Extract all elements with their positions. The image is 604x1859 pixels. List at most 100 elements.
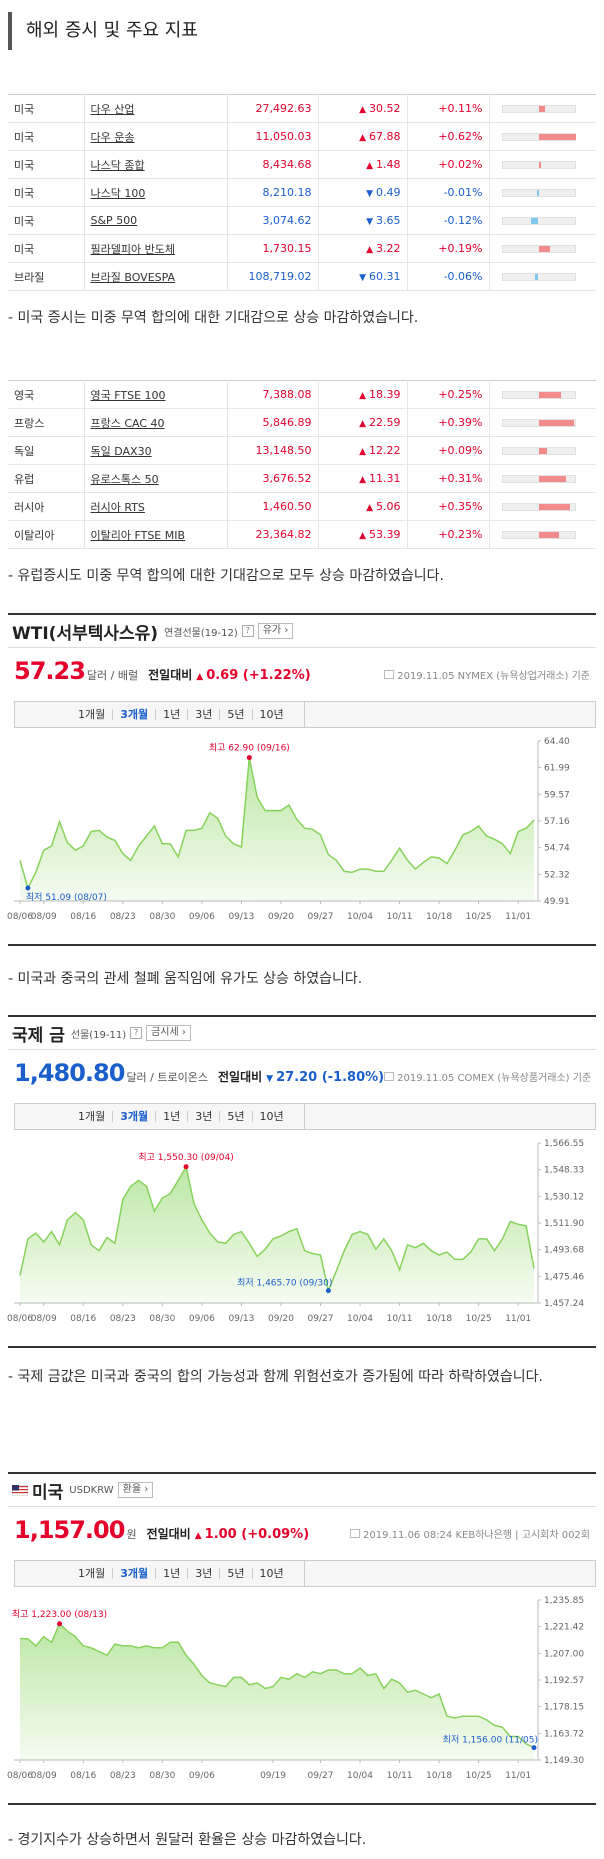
change: 1.48: [366, 158, 400, 171]
country: 독일: [8, 436, 84, 465]
tab[interactable]: 5년: [219, 1111, 251, 1122]
bar-cell: [488, 262, 596, 291]
change-cell: 5.06: [317, 492, 407, 521]
price: 7,388.08: [226, 380, 318, 409]
country: 미국: [8, 178, 84, 207]
source: 2019.11.05 COMEX (뉴욕상품거래소) 기준: [384, 1069, 591, 1084]
link-button[interactable]: 환율: [117, 1482, 154, 1498]
chart-title: WTI(서부텍사스유): [12, 623, 159, 644]
change: 30.52: [359, 102, 400, 115]
percent: +0.23%: [406, 520, 489, 549]
index-name[interactable]: 브라질 BOVESPA: [90, 270, 176, 284]
index-name[interactable]: 유로스톡스 50: [90, 472, 159, 486]
x-tick-label: 10/04: [347, 912, 373, 922]
change-cell: 11.31: [317, 464, 407, 493]
help-icon[interactable]: [241, 625, 254, 637]
link-button[interactable]: 금시세: [146, 1025, 191, 1041]
price: 11,050.03: [226, 122, 318, 151]
compare-label: 전일대비: [217, 1070, 263, 1084]
index-name-cell: 다우 운송: [83, 122, 227, 151]
change-cell: 60.31: [317, 262, 407, 291]
index-name[interactable]: 나스닥 종합: [90, 158, 145, 172]
tab[interactable]: 3년: [187, 1568, 219, 1579]
y-tick-label: 1,475.46: [544, 1272, 584, 1282]
bar-cell: [488, 520, 596, 549]
x-tick-label: 08/06: [7, 1771, 33, 1781]
y-tick-label: 1,163.72: [544, 1729, 584, 1739]
percent: -0.01%: [406, 178, 489, 207]
change: 60.31: [359, 270, 400, 283]
chart-title: 국제 금: [12, 1025, 65, 1046]
max-marker: [183, 1164, 189, 1170]
tab[interactable]: 10년: [251, 709, 291, 720]
tab[interactable]: 5년: [219, 1568, 251, 1579]
compare-label: 전일대비: [146, 1527, 191, 1541]
bar-track: [501, 474, 576, 483]
tab[interactable]: 10년: [251, 1111, 291, 1122]
index-name[interactable]: 나스닥 100: [90, 186, 146, 200]
index-name[interactable]: 프랑스 CAC 40: [90, 416, 165, 430]
tab[interactable]: 1개월: [78, 1567, 106, 1580]
country: 브라질: [8, 262, 84, 291]
link-button[interactable]: 유가: [257, 623, 294, 639]
row: 영국 영국 FTSE 100 7,388.08 18.39 +0.25%: [8, 380, 596, 409]
divider: [8, 1049, 596, 1050]
change: 53.39: [359, 528, 400, 541]
index-name[interactable]: 다우 산업: [90, 102, 135, 116]
x-tick-label: 09/20: [268, 912, 294, 922]
tab[interactable]: 3개월: [112, 1111, 155, 1122]
bar: [538, 105, 546, 112]
tab[interactable]: 1년: [155, 709, 187, 720]
period-tabs: 1개월 3개월 1년 3년 5년 10년: [14, 1103, 596, 1130]
x-tick-label: 10/25: [466, 912, 492, 922]
tab[interactable]: 3년: [187, 709, 219, 720]
price: 1,730.15: [226, 234, 318, 263]
change-cell: 0.49: [317, 178, 407, 207]
y-tick-label: 1,493.68: [544, 1246, 584, 1256]
index-name-cell: 이탈리아 FTSE MIB: [83, 520, 227, 549]
index-name[interactable]: 이탈리아 FTSE MIB: [90, 528, 186, 542]
index-name[interactable]: 영국 FTSE 100: [90, 388, 166, 402]
x-tick-label: 11/01: [505, 1314, 531, 1324]
page-title: 해외 증시 및 주요 지표: [8, 12, 596, 50]
bar: [538, 475, 567, 482]
x-tick-label: 09/19: [260, 1771, 286, 1781]
x-tick-label: 08/09: [31, 1771, 57, 1781]
index-name[interactable]: 필라델피아 반도체: [90, 242, 175, 256]
price: 8,434.68: [226, 150, 318, 179]
tab[interactable]: 3개월: [112, 1568, 155, 1579]
x-tick-label: 10/18: [426, 1314, 452, 1324]
tab[interactable]: 1년: [155, 1111, 187, 1122]
row: 미국 다우 운송 11,050.03 67.88 +0.62%: [8, 122, 596, 151]
max-marker: [246, 755, 252, 761]
tab[interactable]: 10년: [251, 1568, 291, 1579]
help-icon[interactable]: [130, 1027, 143, 1039]
price: 108,719.02: [226, 262, 318, 291]
tab[interactable]: 3년: [187, 1111, 219, 1122]
y-tick-label: 52.32: [544, 870, 570, 880]
tab[interactable]: 3개월: [112, 709, 155, 720]
top-border: [8, 1015, 596, 1017]
change-cell: 3.22: [317, 234, 407, 263]
bar-cell: [488, 464, 596, 493]
index-name[interactable]: 독일 DAX30: [90, 444, 152, 458]
x-tick-label: 08/09: [31, 1314, 57, 1324]
chart-subtitle: 연결선물(19-12): [164, 627, 238, 639]
chart-header: WTI(서부텍사스유) 연결선물(19-12) 유가: [12, 617, 294, 645]
x-tick-label: 09/20: [268, 1314, 294, 1324]
tab[interactable]: 1년: [155, 1568, 187, 1579]
index-name[interactable]: 다우 운송: [90, 130, 135, 144]
index-name[interactable]: S&P 500: [90, 214, 138, 227]
min-label: 최저 1,465.70 (09/30): [237, 1278, 332, 1289]
bar: [538, 531, 560, 538]
change: 27.20 (-1.80%): [266, 1070, 384, 1085]
bar-track: [501, 272, 576, 281]
source: 2019.11.06 08:24 KEB하나은행 | 고시회차 002회: [350, 1526, 590, 1541]
tab[interactable]: 1개월: [78, 1110, 106, 1123]
change: 67.88: [359, 130, 400, 143]
tab[interactable]: 1개월: [78, 708, 106, 721]
y-tick-label: 1,566.55: [544, 1139, 584, 1149]
x-tick-label: 11/01: [505, 912, 531, 922]
index-name[interactable]: 러시아 RTS: [90, 500, 145, 514]
tab[interactable]: 5년: [219, 709, 251, 720]
